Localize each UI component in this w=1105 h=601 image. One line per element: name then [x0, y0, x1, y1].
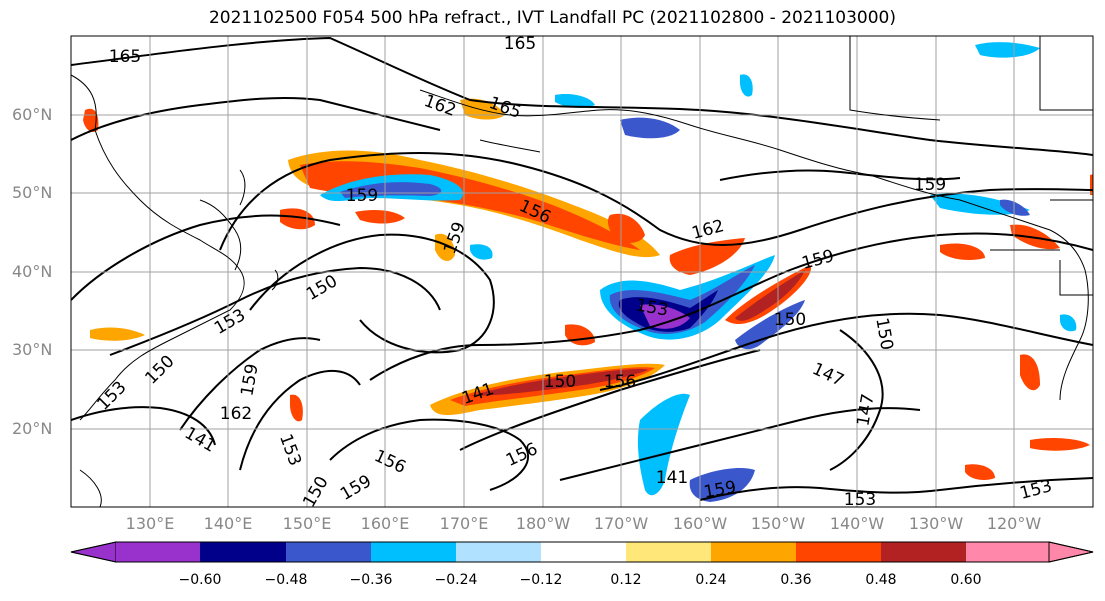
- colorbar-tick: 0.48: [865, 572, 897, 588]
- colorbar-segment: [371, 542, 456, 562]
- colorbar-segment: [541, 542, 626, 562]
- positive-anomaly-region: [355, 210, 405, 224]
- lon-label-180w: 180°W: [515, 514, 571, 533]
- negative-anomaly-region: [470, 244, 493, 260]
- positive-anomaly-region: [965, 464, 995, 480]
- contour-value-label: 150: [543, 372, 577, 392]
- lon-label-150w: 150°W: [750, 514, 806, 533]
- colorbar-segment: [116, 542, 200, 562]
- lon-label-160e: 160°E: [360, 514, 410, 533]
- lon-label-170w: 170°W: [593, 514, 649, 533]
- colorbar-outline: [70, 541, 1094, 563]
- colorbar-tick: −0.12: [519, 572, 563, 588]
- positive-anomaly-region: [669, 238, 745, 275]
- colorbar-segment: [881, 542, 966, 562]
- contour-value-label: 156: [603, 372, 637, 392]
- graticule: [71, 36, 1093, 507]
- colorbar-tick: 0.36: [780, 572, 812, 588]
- colorbar-segment: [456, 542, 541, 562]
- negative-anomaly-region: [1000, 199, 1030, 216]
- positive-anomaly-core: [735, 270, 805, 321]
- positive-anomaly-region: [435, 233, 455, 262]
- colorbar-segment: [966, 542, 1049, 562]
- contour-value-label: 162: [219, 404, 253, 424]
- lat-label-30n: 30°N: [12, 340, 53, 359]
- positive-anomaly-region: [1030, 437, 1090, 451]
- negative-anomaly-region: [689, 468, 755, 502]
- map-title: 2021102500 F054 500 hPa refract., IVT La…: [208, 8, 896, 28]
- negative-anomaly-peak: [640, 304, 690, 329]
- colorbar-segment: [711, 542, 796, 562]
- colorbar-tick: −0.60: [178, 572, 222, 588]
- positive-anomaly-region: [607, 213, 645, 243]
- colorbar-tick: −0.48: [264, 572, 308, 588]
- positive-anomaly-region: [1090, 174, 1093, 195]
- lon-label-130e: 130°E: [125, 514, 175, 533]
- contour-value-label: 165: [503, 34, 537, 54]
- positive-anomaly-region: [290, 394, 303, 422]
- colorbar-segment: [796, 542, 881, 562]
- colorbar-tick: 0.24: [695, 572, 727, 588]
- colorbar-tick: −0.24: [434, 572, 478, 588]
- lat-label-60n: 60°N: [12, 105, 53, 124]
- negative-anomaly-region: [620, 117, 680, 139]
- lat-label-50n: 50°N: [12, 183, 53, 202]
- positive-anomaly-region: [90, 327, 145, 341]
- contour-value-label: 141: [655, 468, 689, 488]
- positive-anomaly-region: [940, 243, 985, 260]
- lon-label-140w: 140°W: [829, 514, 885, 533]
- lon-label-170e: 170°E: [439, 514, 489, 533]
- positive-anomaly-region: [460, 98, 505, 120]
- lon-label-150e: 150°E: [282, 514, 332, 533]
- shaded-anomaly-fields: [83, 42, 1093, 502]
- lat-label-40n: 40°N: [12, 262, 53, 281]
- colorbar-extension-low: [70, 541, 117, 563]
- positive-anomaly-region: [280, 208, 315, 230]
- lon-label-130w: 130°W: [908, 514, 964, 533]
- map-frame: [70, 35, 1094, 508]
- lon-label-140e: 140°E: [203, 514, 253, 533]
- colorbar-segment: [286, 542, 371, 562]
- contour-lines: [71, 36, 1093, 501]
- positive-anomaly-region: [1020, 354, 1040, 391]
- lat-label-20n: 20°N: [12, 419, 53, 438]
- positive-anomaly-peak: [470, 368, 648, 396]
- lon-label-160w: 160°W: [672, 514, 728, 533]
- colorbar-extension-high: [1048, 541, 1094, 563]
- lon-label-120w: 120°W: [986, 514, 1042, 533]
- negative-anomaly-core: [340, 182, 442, 198]
- negative-anomaly-region: [555, 94, 595, 108]
- negative-anomaly-region: [975, 42, 1040, 58]
- contour-value-label: 153: [843, 490, 877, 510]
- contour-value-label: 165: [108, 47, 142, 67]
- negative-anomaly-region: [637, 393, 690, 496]
- negative-anomaly-region: [1060, 314, 1077, 332]
- coastlines: [71, 36, 1093, 507]
- map-area: [71, 36, 1093, 507]
- colorbar-segment: [200, 542, 286, 562]
- negative-anomaly-region: [740, 74, 753, 97]
- colorbar-tick: 0.12: [610, 572, 642, 588]
- negative-anomaly-region: [735, 300, 805, 350]
- contour-value-label: 150: [773, 310, 807, 330]
- colorbar-segment: [626, 542, 711, 562]
- contour-value-label: 159: [913, 175, 947, 195]
- colorbar-tick: 0.60: [950, 572, 982, 588]
- colorbar: [70, 541, 1094, 563]
- positive-anomaly-region: [565, 324, 595, 346]
- colorbar-tick: −0.36: [349, 572, 393, 588]
- contour-value-label: 159: [345, 186, 379, 206]
